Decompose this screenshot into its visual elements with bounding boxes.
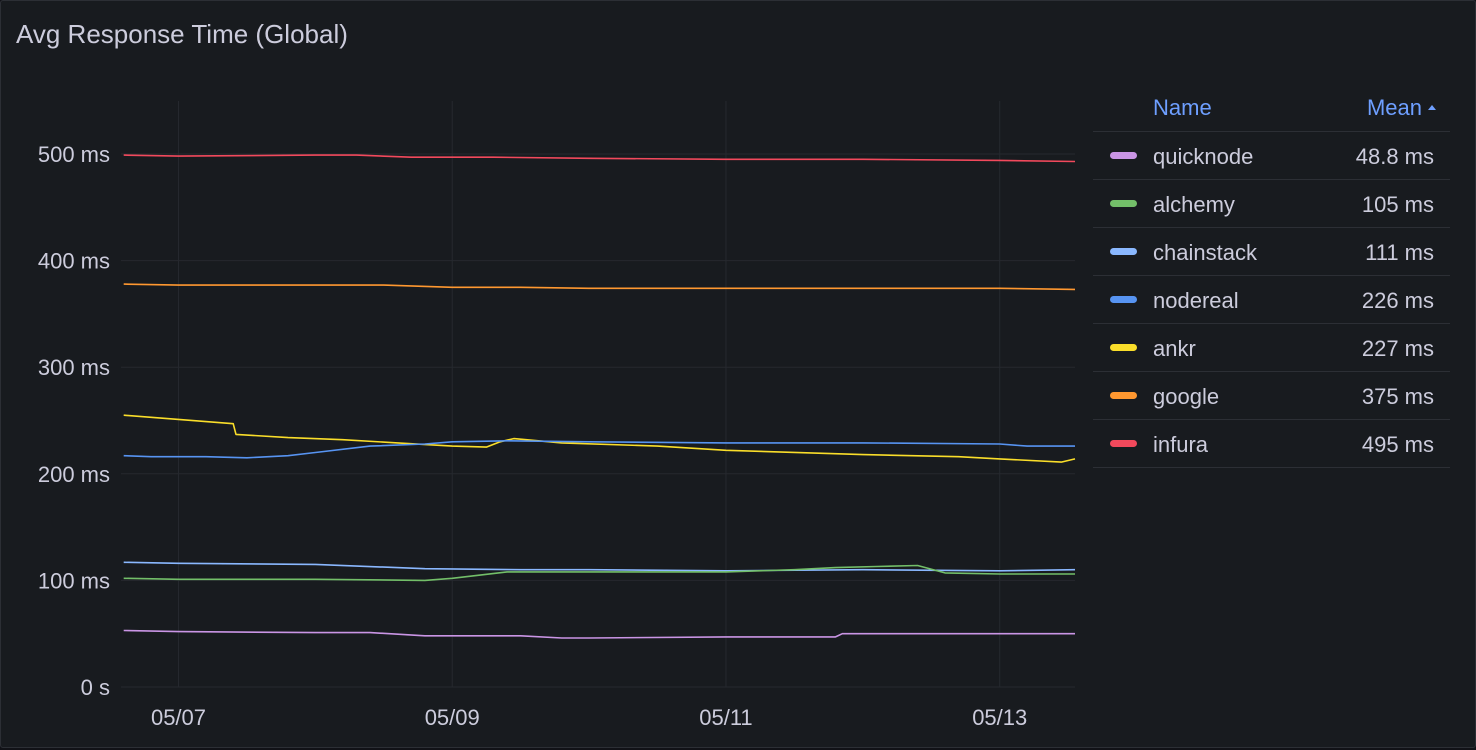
legend-series-name: nodereal [1153, 288, 1239, 313]
legend-name-header[interactable]: Name [1153, 95, 1212, 120]
legend-series-name: chainstack [1153, 240, 1257, 265]
series-line-quicknode[interactable] [123, 629, 1075, 639]
legend-series-mean: 48.8 ms [1355, 144, 1434, 169]
legend-series-mean: 495 ms [1361, 432, 1434, 457]
y-tick-label: 400 ms [38, 249, 110, 274]
legend-series-name: alchemy [1153, 192, 1235, 217]
legend-color-swatch [1110, 248, 1137, 255]
legend-row-infura[interactable]: infura 495 ms [1093, 420, 1450, 468]
y-tick-label: 0 s [81, 675, 110, 700]
series-line-infura[interactable] [123, 154, 1076, 163]
y-tick-label: 200 ms [38, 462, 110, 487]
series-line-ankr[interactable] [123, 414, 1076, 463]
legend-row-google[interactable]: google 375 ms [1093, 372, 1450, 420]
legend-series-name: quicknode [1153, 144, 1254, 169]
legend-row-quicknode[interactable]: quicknode 48.8 ms [1093, 132, 1450, 180]
legend-mean-header-label: Mean [1366, 95, 1422, 120]
axis-tick-labels: 0 s 100 ms 200 ms 300 ms 400 ms 500 ms 05/07 05… [38, 142, 1027, 730]
legend-color-swatch [1110, 200, 1137, 207]
legend-series-mean: 111 ms [1365, 240, 1434, 265]
legend-series-mean: 105 ms [1361, 192, 1434, 217]
series-lines [123, 154, 1076, 639]
legend-color-swatch [1110, 392, 1137, 399]
legend-series-mean: 375 ms [1361, 384, 1434, 409]
legend-series-mean: 227 ms [1361, 336, 1434, 361]
legend-header: Name Mean [1093, 85, 1450, 132]
legend-mean-header[interactable]: Mean [1367, 95, 1436, 121]
y-tick-label: 300 ms [38, 355, 110, 380]
legend-color-swatch [1110, 296, 1137, 303]
legend-series-name: ankr [1153, 336, 1196, 361]
y-tick-label: 100 ms [38, 568, 110, 593]
legend-table: Name Mean quicknode 48.8 ms alchemy 105 ms c… [1093, 85, 1450, 468]
series-line-google[interactable] [123, 283, 1076, 291]
legend-rows: quicknode 48.8 ms alchemy 105 ms chainstack 1… [1093, 132, 1450, 468]
series-line-chainstack[interactable] [123, 561, 1076, 572]
legend-color-swatch [1110, 440, 1137, 447]
grid-lines [121, 101, 1075, 688]
x-tick-label: 05/11 [699, 705, 752, 730]
legend-row-alchemy[interactable]: alchemy 105 ms [1093, 180, 1450, 228]
y-tick-label: 500 ms [38, 142, 110, 167]
sort-ascending-icon [1428, 104, 1436, 110]
legend-series-name: infura [1153, 432, 1209, 457]
series-line-nodereal[interactable] [123, 440, 1075, 459]
panel-title[interactable]: Avg Response Time (Global) [16, 19, 348, 49]
x-tick-label: 05/07 [151, 705, 206, 730]
legend-row-ankr[interactable]: ankr 227 ms [1093, 324, 1450, 372]
legend-row-nodereal[interactable]: nodereal 226 ms [1093, 276, 1450, 324]
x-tick-label: 05/13 [972, 705, 1027, 730]
legend-series-mean: 226 ms [1361, 288, 1434, 313]
x-tick-label: 05/09 [425, 705, 480, 730]
legend-series-name: google [1153, 384, 1220, 409]
legend-row-chainstack[interactable]: chainstack 111 ms [1093, 228, 1450, 276]
legend-color-swatch [1110, 344, 1137, 351]
series-line-alchemy[interactable] [123, 564, 1075, 582]
line-chart: 0 s 100 ms 200 ms 300 ms 400 ms 500 ms 05/07 05… [38, 101, 1076, 730]
legend-color-swatch [1110, 152, 1137, 159]
